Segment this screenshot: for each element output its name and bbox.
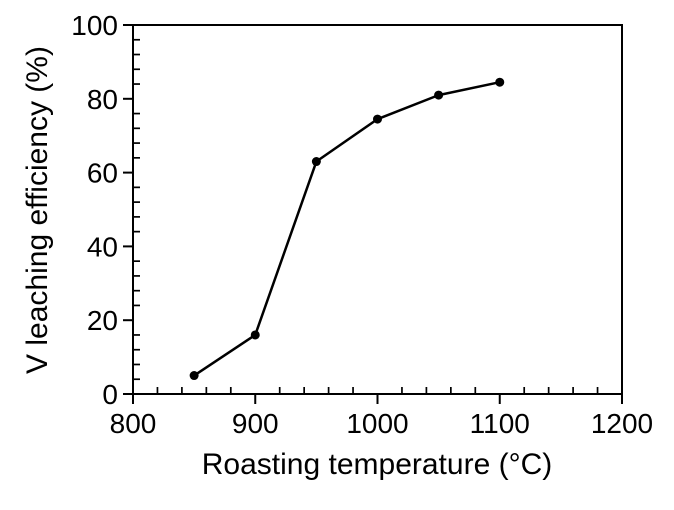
- plot-border: [132, 24, 623, 395]
- data-point-marker: [311, 157, 321, 167]
- series-line: [192, 80, 501, 377]
- x-tick-label: 800: [110, 408, 157, 439]
- x-tick-label: 1000: [346, 408, 408, 439]
- data-point-marker: [189, 371, 199, 381]
- x-tick-label: 1200: [591, 408, 653, 439]
- x-tick-label: 1100: [470, 408, 530, 439]
- data-point-marker: [250, 330, 260, 340]
- plot-area: 800 900 1000 1100 1200 0 20 40 60 80 100: [71, 10, 653, 439]
- y-tick-label: 0: [102, 379, 118, 410]
- y-tick-label: 20: [87, 305, 118, 336]
- data-point-marker: [373, 114, 382, 124]
- x-axis-title: Roasting temperature (°C): [202, 448, 552, 481]
- y-axis-title: V leaching efficiency (%): [21, 46, 54, 374]
- data-point-marker: [495, 77, 505, 87]
- data-point-marker: [434, 90, 444, 100]
- y-tick-label: 60: [87, 158, 118, 189]
- y-tick-label: 80: [87, 84, 118, 115]
- x-tick-label: 900: [232, 408, 279, 439]
- y-tick-label: 40: [87, 231, 118, 262]
- y-tick-label: 100: [71, 10, 118, 41]
